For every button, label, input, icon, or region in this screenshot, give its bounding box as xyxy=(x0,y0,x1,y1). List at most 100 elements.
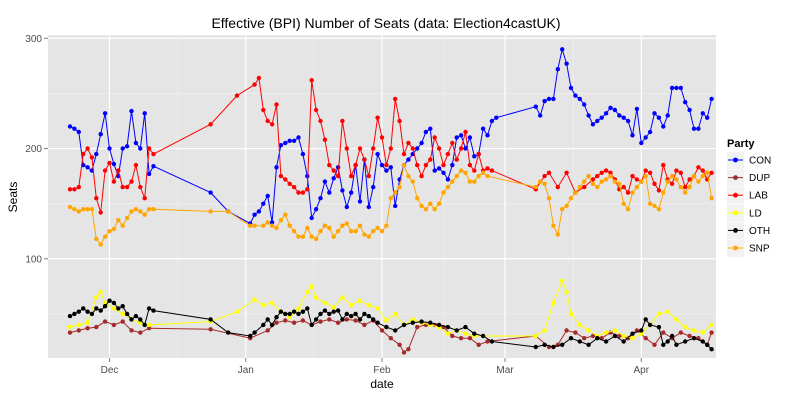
data-point-snp xyxy=(72,207,77,212)
data-point-lab xyxy=(582,184,587,190)
data-point-snp xyxy=(353,229,358,234)
data-point-snp xyxy=(599,179,604,184)
data-point-con xyxy=(705,115,710,120)
data-point-con xyxy=(590,122,596,127)
data-point-dup xyxy=(335,320,341,325)
data-point-dup xyxy=(344,317,349,322)
data-point-con xyxy=(489,118,495,124)
data-point-snp xyxy=(397,184,402,190)
data-point-oth xyxy=(313,317,319,322)
data-point-dup xyxy=(678,330,683,335)
data-point-con xyxy=(357,199,363,204)
data-point-lab xyxy=(393,96,398,102)
data-point-snp xyxy=(630,190,635,195)
legend-item-dup: DUP xyxy=(727,169,770,187)
data-point-snp xyxy=(546,196,552,201)
axis-layer: Dec Jan Feb Mar Apr 100 200 300 xyxy=(25,34,649,376)
data-point-snp xyxy=(458,168,464,173)
x-tick-label: Apr xyxy=(634,365,650,376)
data-point-snp xyxy=(643,173,648,179)
x-tick-label: Dec xyxy=(101,365,119,376)
data-point-snp xyxy=(226,209,231,214)
data-point-con xyxy=(661,124,666,129)
data-point-con xyxy=(472,154,477,159)
data-point-lab xyxy=(450,140,455,146)
data-point-con xyxy=(151,164,156,169)
legend-item-con: CON xyxy=(727,152,771,169)
data-point-snp xyxy=(696,179,701,184)
data-point-snp xyxy=(89,207,95,212)
data-point-snp xyxy=(463,170,468,175)
data-point-oth xyxy=(291,309,297,314)
data-point-oth xyxy=(72,311,77,317)
data-point-snp xyxy=(406,173,411,179)
data-point-ld xyxy=(560,278,565,283)
data-point-con xyxy=(678,85,683,91)
data-point-con xyxy=(278,143,284,148)
data-point-con xyxy=(124,144,130,149)
data-point-lab xyxy=(102,168,108,173)
data-point-oth xyxy=(586,342,591,347)
data-point-oth xyxy=(120,304,125,309)
data-point-ld xyxy=(287,315,292,320)
data-point-con xyxy=(625,118,631,124)
data-point-ld xyxy=(621,333,626,339)
data-point-snp xyxy=(379,229,385,234)
data-point-oth xyxy=(331,309,336,314)
data-point-lab xyxy=(467,162,473,168)
data-point-lab xyxy=(72,187,77,192)
series-con xyxy=(67,47,714,226)
data-point-con xyxy=(120,146,125,151)
data-point-snp xyxy=(683,190,688,195)
data-point-oth xyxy=(362,311,367,317)
data-point-snp xyxy=(94,236,99,242)
data-point-con xyxy=(441,170,446,175)
data-point-oth xyxy=(647,322,653,328)
data-point-oth xyxy=(81,306,86,311)
data-point-con xyxy=(269,220,275,225)
data-point-lab xyxy=(415,162,420,168)
data-point-lab xyxy=(269,122,275,127)
data-point-snp xyxy=(265,220,270,225)
data-point-snp xyxy=(656,207,662,212)
data-point-lab xyxy=(256,75,262,81)
data-point-oth xyxy=(401,322,407,328)
data-point-lab xyxy=(458,146,464,151)
data-point-con xyxy=(634,106,640,112)
data-point-oth xyxy=(300,309,306,314)
data-point-oth xyxy=(287,311,292,317)
data-point-con xyxy=(371,184,376,190)
data-point-snp xyxy=(476,173,481,179)
data-point-snp xyxy=(542,181,547,186)
data-point-snp xyxy=(419,203,424,209)
data-point-ld xyxy=(94,295,99,300)
data-point-lab xyxy=(476,151,481,157)
data-point-lab xyxy=(340,118,345,124)
data-point-lab xyxy=(287,181,292,186)
data-point-ld xyxy=(98,289,103,295)
data-point-snp xyxy=(551,223,556,228)
data-point-dup xyxy=(67,330,73,335)
data-point-snp xyxy=(116,218,121,223)
data-point-lab xyxy=(441,162,446,168)
data-point-snp xyxy=(146,207,152,212)
data-point-oth xyxy=(445,324,451,330)
data-point-lab xyxy=(300,190,306,195)
data-point-snp xyxy=(691,173,697,179)
data-point-lab xyxy=(357,146,363,151)
data-point-con xyxy=(344,204,349,210)
data-point-lab xyxy=(305,187,310,192)
legend-label: LD xyxy=(749,208,762,219)
data-point-oth xyxy=(612,333,618,339)
data-point-con xyxy=(406,157,411,162)
data-point-con xyxy=(419,140,424,146)
data-point-dup xyxy=(388,336,393,341)
data-point-snp xyxy=(81,207,86,212)
data-point-oth xyxy=(665,339,670,344)
data-point-con xyxy=(265,193,270,199)
data-point-snp xyxy=(564,203,569,209)
data-point-lab xyxy=(291,184,297,190)
data-point-con xyxy=(142,111,147,116)
data-point-dup xyxy=(564,328,569,333)
data-point-ld xyxy=(691,328,697,333)
